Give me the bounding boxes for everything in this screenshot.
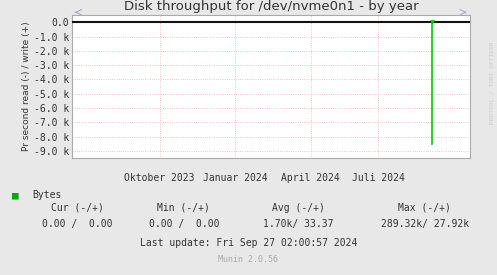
Text: Bytes: Bytes — [32, 190, 62, 200]
Text: Juli 2024: Juli 2024 — [352, 173, 405, 183]
Text: Oktober 2023: Oktober 2023 — [124, 173, 195, 183]
Text: Min (-/+): Min (-/+) — [158, 203, 210, 213]
Text: Max (-/+): Max (-/+) — [399, 203, 451, 213]
Text: 289.32k/ 27.92k: 289.32k/ 27.92k — [381, 219, 469, 229]
Text: Cur (-/+): Cur (-/+) — [51, 203, 103, 213]
Text: Avg (-/+): Avg (-/+) — [272, 203, 325, 213]
Text: 0.00 /  0.00: 0.00 / 0.00 — [42, 219, 112, 229]
Text: RRDTOOL / TOBI OETIKER: RRDTOOL / TOBI OETIKER — [490, 41, 495, 124]
Text: 0.00 /  0.00: 0.00 / 0.00 — [149, 219, 219, 229]
Text: Last update: Fri Sep 27 02:00:57 2024: Last update: Fri Sep 27 02:00:57 2024 — [140, 238, 357, 248]
Text: 1.70k/ 33.37: 1.70k/ 33.37 — [263, 219, 333, 229]
Title: Disk throughput for /dev/nvme0n1 - by year: Disk throughput for /dev/nvme0n1 - by ye… — [124, 0, 418, 13]
Text: ■: ■ — [12, 190, 19, 200]
Text: April 2024: April 2024 — [281, 173, 340, 183]
Text: Munin 2.0.56: Munin 2.0.56 — [219, 255, 278, 264]
Text: Januar 2024: Januar 2024 — [203, 173, 267, 183]
Y-axis label: Pr second read (-) / write (+): Pr second read (-) / write (+) — [22, 22, 31, 152]
